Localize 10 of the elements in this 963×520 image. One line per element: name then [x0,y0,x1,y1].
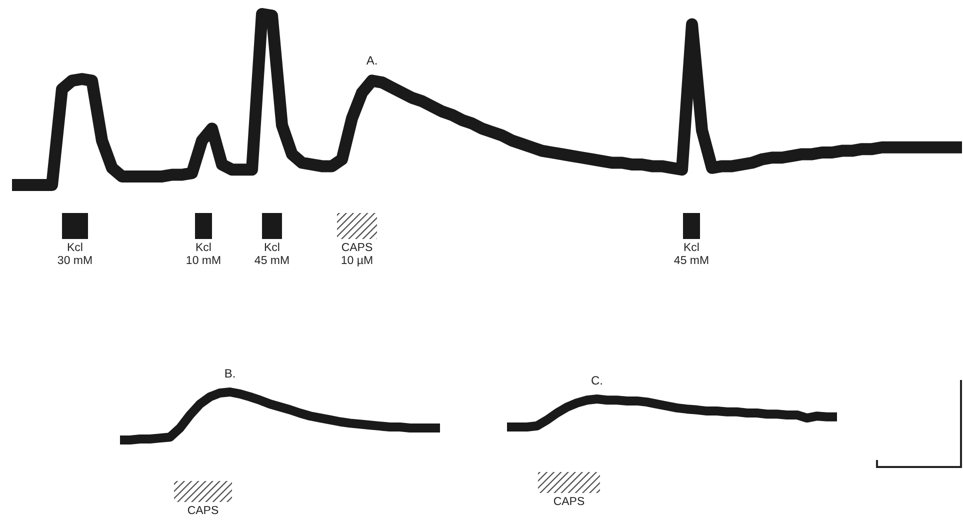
text: CAPS [553,496,585,508]
text: CAPS [187,505,219,517]
text: Kcl 10 mM [186,242,222,267]
chart-title: C. [591,374,603,388]
text: CAPS 10 µM [340,242,374,267]
text: Kcl 45 mM [254,242,290,267]
text: Kcl 30 mM [57,242,93,267]
chart-title: B. [224,366,236,380]
text: Kcl 45 mM [674,242,710,267]
text: A. [366,54,378,68]
